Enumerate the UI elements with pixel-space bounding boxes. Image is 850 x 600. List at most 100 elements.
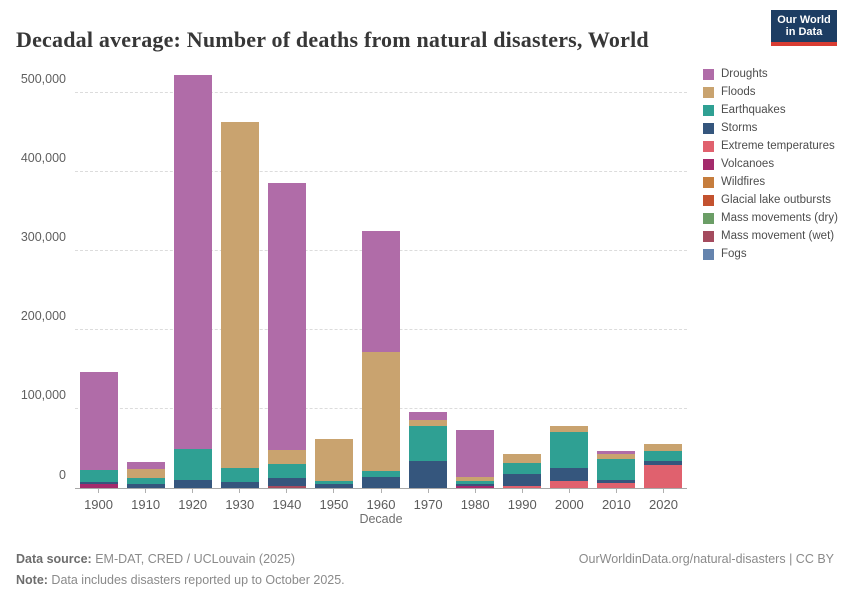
x-tick — [192, 489, 194, 493]
x-tick — [286, 489, 288, 493]
legend-item[interactable]: Mass movements (dry) — [703, 212, 845, 225]
legend-item[interactable]: Fogs — [703, 248, 845, 261]
x-tick — [239, 489, 241, 493]
bar-segment[interactable] — [362, 477, 400, 488]
bar-segment[interactable] — [644, 451, 683, 461]
x-cell: 2020 — [640, 489, 687, 512]
bar-segment[interactable] — [644, 444, 683, 452]
bar-segment[interactable] — [503, 454, 542, 463]
bar-segment[interactable] — [456, 429, 495, 478]
bar-segment[interactable] — [456, 477, 495, 482]
bar-segment[interactable] — [597, 483, 636, 488]
bar-cell — [75, 93, 122, 488]
bar-cell — [357, 93, 404, 488]
legend-item[interactable]: Storms — [703, 122, 845, 135]
owid-logo-line1: Our World — [777, 14, 831, 26]
x-cell: 1950 — [310, 489, 357, 512]
bar-segment[interactable] — [550, 468, 589, 481]
legend-item[interactable]: Wildfires — [703, 176, 845, 189]
legend-item[interactable]: Earthquakes — [703, 104, 845, 117]
bar-segment[interactable] — [597, 454, 636, 460]
bar-segment[interactable] — [220, 481, 259, 488]
bar-segment[interactable] — [267, 449, 306, 464]
bar-1960 — [362, 231, 400, 488]
data-source-text: EM-DAT, CRED / UCLouvain (2025) — [91, 552, 296, 566]
bar-segment[interactable] — [126, 469, 165, 478]
bar-segment[interactable] — [362, 352, 400, 472]
x-tick — [380, 489, 382, 493]
bar-segment[interactable] — [503, 474, 542, 487]
legend-item[interactable]: Floods — [703, 86, 845, 99]
bar-segment[interactable] — [79, 484, 118, 488]
bar-segment[interactable] — [503, 486, 542, 488]
legend-item[interactable]: Droughts — [703, 68, 845, 81]
x-cell: 1910 — [122, 489, 169, 512]
bar-segment[interactable] — [267, 183, 306, 450]
bar-2000 — [550, 426, 589, 488]
legend-label: Droughts — [721, 68, 768, 80]
bar-segment[interactable] — [173, 480, 212, 488]
bar-segment[interactable] — [409, 426, 448, 461]
bar-segment[interactable] — [267, 477, 306, 487]
bar-segment[interactable] — [550, 432, 589, 469]
bar-segment[interactable] — [173, 74, 212, 449]
legend-label: Mass movement (wet) — [721, 230, 835, 242]
footer-link[interactable]: OurWorldinData.org/natural-disasters | C… — [578, 552, 834, 566]
bar-segment[interactable] — [456, 486, 495, 488]
bar-segment[interactable] — [314, 481, 353, 484]
x-tick — [333, 489, 335, 493]
bar-segment[interactable] — [456, 481, 495, 485]
bar-segment[interactable] — [314, 483, 353, 488]
legend-label: Mass movements (dry) — [721, 212, 838, 224]
bar-segment[interactable] — [550, 426, 589, 433]
x-cell: 2000 — [546, 489, 593, 512]
bar-segment[interactable] — [409, 411, 448, 420]
x-cell: 1940 — [263, 489, 310, 512]
bar-segment[interactable] — [79, 482, 118, 485]
bar-segment[interactable] — [597, 480, 636, 484]
bar-segment[interactable] — [267, 463, 306, 478]
bar-segment[interactable] — [314, 439, 353, 482]
bar-segment[interactable] — [597, 450, 636, 455]
bar-segment[interactable] — [267, 486, 306, 488]
bar-segment[interactable] — [79, 470, 118, 483]
legend-item[interactable]: Extreme temperatures — [703, 140, 845, 153]
bar-1940 — [267, 183, 306, 488]
bar-segment[interactable] — [79, 371, 118, 471]
bar-segment[interactable] — [220, 121, 259, 469]
legend-swatch — [703, 249, 714, 261]
bar-segment[interactable] — [220, 468, 259, 482]
legend-item[interactable]: Mass movement (wet) — [703, 230, 845, 243]
legend-item[interactable]: Volcanoes — [703, 158, 845, 171]
bar-segment[interactable] — [173, 448, 212, 481]
bar-segment[interactable] — [456, 484, 495, 487]
bar-segment[interactable] — [409, 420, 448, 426]
legend-label: Extreme temperatures — [721, 140, 835, 152]
bar-segment[interactable] — [126, 477, 165, 484]
bar-segment[interactable] — [503, 462, 542, 475]
legend-label: Fogs — [721, 248, 747, 260]
x-cell: 1970 — [405, 489, 452, 512]
bar-1950 — [314, 439, 353, 488]
bar-segment[interactable] — [126, 461, 165, 470]
bar-segment[interactable] — [550, 480, 589, 488]
x-cell: 1990 — [499, 489, 546, 512]
bar-segment[interactable] — [597, 459, 636, 481]
x-tick-label: 1920 — [178, 497, 208, 512]
bar-cell — [593, 93, 640, 488]
bar-segment[interactable] — [409, 460, 448, 488]
bar-segment[interactable] — [362, 471, 400, 478]
bar-segment[interactable] — [362, 231, 400, 353]
legend-swatch — [703, 195, 714, 207]
y-tick-label: 300,000 — [20, 230, 66, 244]
bar-segment[interactable] — [644, 461, 683, 466]
x-axis: 1900 1910 1920 1930 1940 1950 1960 1970 1980 1990… — [75, 489, 687, 512]
legend-item[interactable]: Glacial lake outbursts — [703, 194, 845, 207]
bar-segment[interactable] — [126, 483, 165, 488]
bar-1900 — [79, 371, 118, 488]
bar-segment[interactable] — [644, 465, 683, 488]
legend-swatch — [703, 213, 714, 225]
legend-label: Storms — [721, 122, 758, 134]
y-tick-label: 400,000 — [20, 151, 66, 165]
x-tick — [98, 489, 100, 493]
